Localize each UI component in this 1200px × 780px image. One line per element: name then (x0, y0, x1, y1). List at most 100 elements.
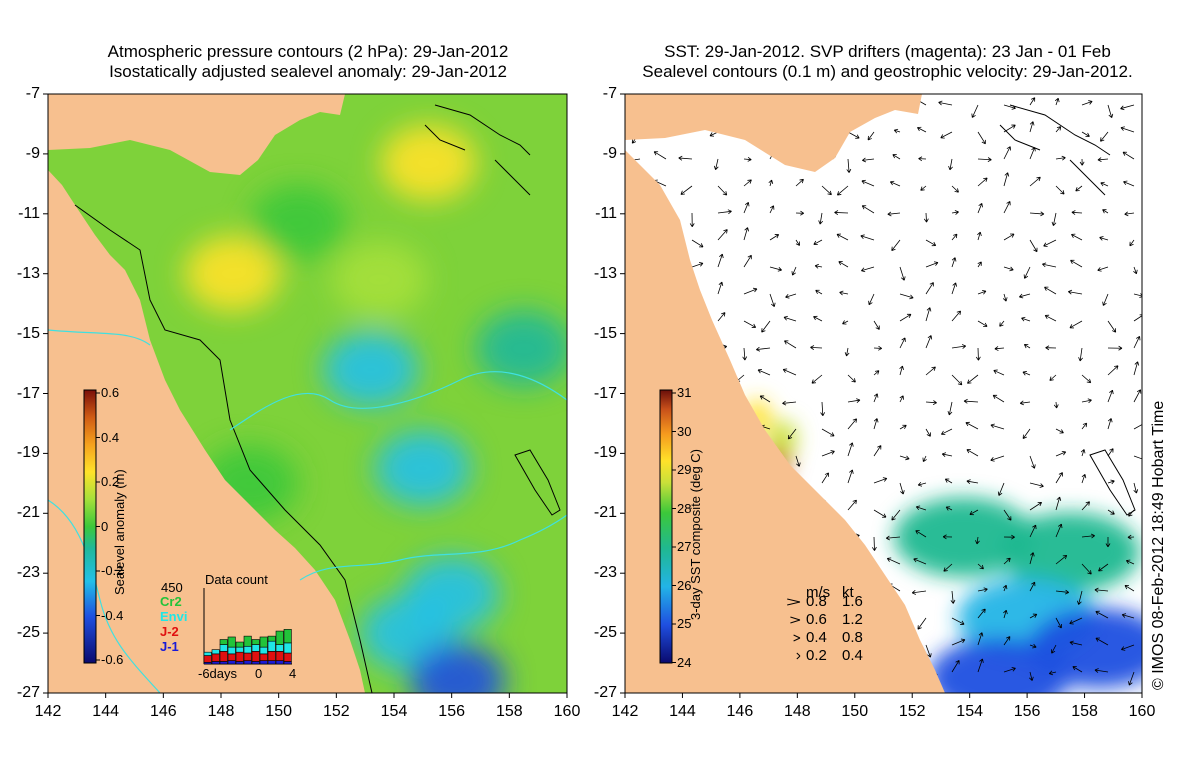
data-count-bar-envi (259, 646, 268, 655)
velocity-arrow (873, 320, 880, 330)
velocity-arrow (941, 428, 953, 436)
velocity-arrow (1107, 448, 1114, 457)
velocity-arrow (1071, 233, 1083, 241)
velocity-arrow (1133, 421, 1142, 430)
velocity-arrow (1044, 286, 1057, 295)
velocity-arrow (782, 400, 797, 406)
sst-colorbar-tick-label: 29 (677, 462, 692, 477)
sst-colorbar-tick-label: 27 (677, 539, 692, 554)
data-count-bar-envi (275, 644, 284, 652)
velocity-arrow (899, 365, 904, 376)
velocity-arrow (861, 205, 875, 214)
velocity-arrow (950, 590, 956, 604)
velocity-arrow (1081, 100, 1093, 106)
velocity-arrow (1081, 533, 1095, 539)
velocity-arrow (1003, 666, 1016, 673)
velocity-arrow (899, 313, 912, 322)
y-tick-label: -15 (593, 324, 617, 342)
velocity-arrow (791, 266, 797, 276)
velocity-arrow (1029, 643, 1037, 649)
data-count-bar-j-1 (267, 660, 276, 665)
velocity-arrow (943, 563, 953, 572)
velocity-arrow (1048, 670, 1057, 676)
data-count-bar-envi (219, 644, 228, 652)
velocity-arrow (925, 400, 937, 405)
velocity-arrow (717, 312, 726, 322)
velocity-arrow (963, 398, 979, 404)
velocity-arrow (1029, 501, 1043, 511)
velocity-arrow (1055, 428, 1064, 434)
velocity-arrow (1029, 97, 1036, 106)
velocity-arrow (717, 281, 724, 295)
velocity-legend-arrow (790, 616, 801, 624)
data-count-bar-envi (243, 645, 252, 654)
left-panel-title: Atmospheric pressure contours (2 hPa): 2… (48, 42, 568, 82)
velocity-arrow (1023, 266, 1031, 279)
sla-anomaly-blob (331, 241, 428, 318)
velocity-arrow (947, 401, 953, 416)
data-count-bar-j-2 (283, 652, 292, 662)
velocity-arrow (784, 340, 797, 349)
velocity-arrow (787, 428, 797, 440)
velocity-arrow (917, 617, 927, 630)
velocity-legend-kt: 1.6 (842, 593, 863, 610)
velocity-arrow (925, 366, 936, 376)
sla-colorbar-tick-label: 0 (101, 518, 109, 534)
velocity-arrow (1003, 266, 1014, 272)
velocity-arrow (942, 534, 953, 540)
copyright-label: © IMOS 08-Feb-2012 18:49 Hobart Time (1150, 400, 1167, 690)
y-tick-label: -25 (16, 624, 40, 642)
velocity-arrow (1070, 259, 1083, 268)
velocity-arrow (940, 131, 953, 139)
velocity-arrow (969, 509, 979, 516)
velocity-arrow (889, 180, 901, 187)
data-count-bars (203, 629, 292, 665)
velocity-arrow (873, 345, 883, 351)
velocity-arrow (846, 158, 852, 173)
sst-colorbar-tick-label: 24 (677, 654, 692, 670)
velocity-arrow (1003, 636, 1011, 646)
velocity-arrow (893, 128, 901, 134)
velocity-arrow (873, 418, 879, 430)
velocity-arrow (1069, 617, 1083, 625)
velocity-arrow (1133, 361, 1140, 376)
sla-anomaly-blob (374, 430, 471, 507)
velocity-arrow (951, 210, 959, 215)
pressure-contour-1 (48, 329, 161, 693)
data-count-bar-cr2 (267, 635, 276, 642)
island-outline-right (999, 104, 1111, 196)
velocity-arrow (951, 185, 959, 193)
velocity-arrow (847, 131, 860, 139)
left-title-line2: Isostatically adjusted sealevel anomaly:… (109, 62, 507, 81)
velocity-arrow (717, 209, 732, 215)
velocity-arrow (811, 374, 823, 384)
y-tick-label: -17 (16, 384, 40, 402)
velocity-arrow (1069, 320, 1083, 329)
right-title-line2: Sealevel contours (0.1 m) and geostrophi… (642, 62, 1133, 81)
velocity-arrow (925, 282, 934, 295)
data-count-bar-j-1 (243, 660, 252, 665)
velocity-arrow (757, 368, 771, 376)
velocity-arrow (814, 263, 823, 269)
velocity-arrow (769, 266, 782, 272)
right-panel-title: SST: 29-Jan-2012. SVP drifters (magenta)… (610, 42, 1165, 82)
australia-land (48, 170, 365, 693)
data-count-bar-envi (203, 651, 212, 656)
velocity-arrow (977, 632, 984, 646)
data-count-bar-envi (251, 644, 260, 652)
velocity-arrow (1029, 239, 1038, 253)
x-tick-label: 146 (149, 703, 177, 720)
velocity-arrow (743, 227, 750, 241)
velocity-arrow (1081, 501, 1090, 511)
velocity-arrow (1003, 146, 1011, 160)
velocity-legend-header-ms: m/s (806, 584, 831, 601)
velocity-arrow (795, 455, 801, 467)
sla-anomaly-blob (409, 643, 506, 693)
velocity-arrow (977, 608, 986, 619)
data-count-bar-j-1 (211, 661, 220, 665)
velocity-legend-header-kt: kt (842, 584, 854, 601)
velocity-arrow (911, 590, 927, 595)
velocity-arrow (886, 557, 901, 565)
velocity-arrow (977, 157, 992, 162)
